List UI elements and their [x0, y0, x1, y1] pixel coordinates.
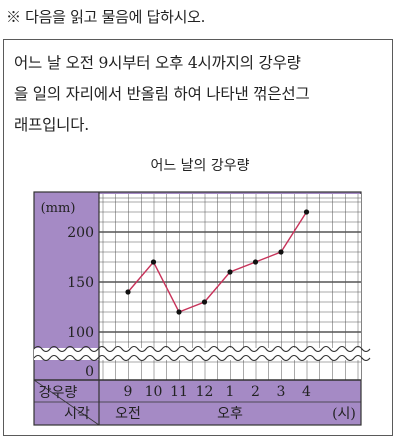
data-point	[278, 249, 284, 255]
y-axis-unit-label: (mm)	[41, 201, 76, 216]
axis-break-wave	[33, 354, 371, 362]
y-tick-label: 0	[85, 364, 94, 380]
instruction-text: ※ 다음을 읽고 물음에 답하시오.	[6, 8, 206, 26]
data-point	[125, 289, 131, 295]
question-line-2: 을 일의 자리에서 반올림 하여 나타낸 꺾은선그	[14, 85, 310, 103]
row-label-time: 시각	[64, 406, 90, 422]
y-tick-label: 200	[67, 225, 94, 241]
question-line-1: 어느 날 오전 9시부터 오후 4시까지의 강우량	[14, 54, 301, 72]
x-tick-label: 9	[124, 384, 133, 400]
period-label-am: 오전	[115, 406, 141, 422]
x-tick-label: 3	[277, 384, 286, 400]
chart-title: 어느 날의 강우량	[150, 158, 250, 174]
data-point	[201, 299, 208, 305]
axis-break-wave	[33, 345, 371, 353]
period-label-pm: 오후	[217, 406, 243, 422]
header-diagonal	[33, 379, 100, 426]
row-label-rainfall: 강우량	[39, 385, 78, 401]
data-point	[252, 259, 259, 265]
data-point	[227, 269, 233, 275]
x-tick-label: 12	[196, 384, 214, 400]
x-tick-label: 4	[302, 384, 311, 400]
rainfall-series-line	[127, 211, 308, 313]
x-axis-unit-label: (시)	[332, 406, 356, 422]
axis-break-band	[34, 348, 361, 360]
y-tick-label: 150	[67, 275, 94, 291]
data-point	[303, 209, 310, 215]
x-tick-label: 10	[145, 384, 163, 400]
question-text: 어느 날 오전 9시부터 오후 4시까지의 강우량 을 일의 자리에서 반올림 …	[14, 48, 386, 141]
x-tick-label: 11	[170, 384, 188, 400]
data-point	[150, 259, 157, 265]
y-tick-label: 100	[67, 325, 94, 341]
x-tick-label: 1	[226, 384, 235, 400]
x-tick-label: 2	[251, 384, 260, 400]
data-point	[176, 309, 182, 315]
question-line-3: 래프입니다.	[14, 116, 90, 134]
